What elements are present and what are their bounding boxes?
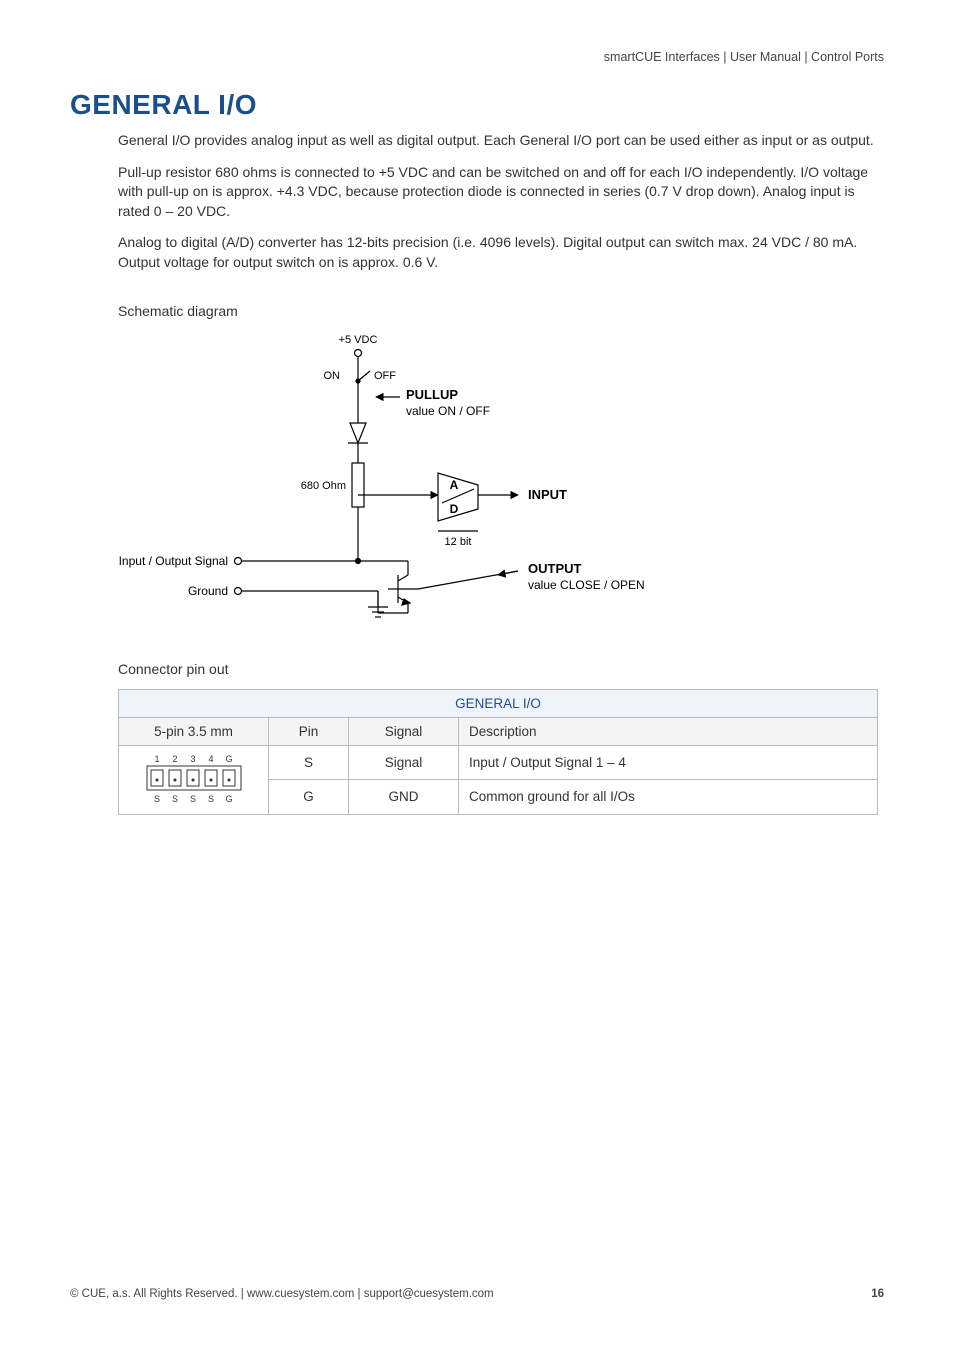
cell-pin-g: G: [269, 780, 349, 815]
label-io-signal: Input / Output Signal: [119, 554, 228, 568]
svg-text:S: S: [189, 794, 195, 804]
cell-desc-s: Input / Output Signal 1 – 4: [459, 745, 878, 780]
label-pullup: PULLUP: [406, 387, 458, 402]
svg-text:S: S: [207, 794, 213, 804]
paragraph-2: Pull-up resistor 680 ohms is connected t…: [118, 163, 884, 222]
label-off: OFF: [374, 370, 396, 382]
pinout-table: GENERAL I/O 5-pin 3.5 mm Pin Signal Desc…: [118, 689, 878, 815]
th-pin: Pin: [269, 717, 349, 745]
th-desc: Description: [459, 717, 878, 745]
cell-signal-g: GND: [349, 780, 459, 815]
table-title: GENERAL I/O: [119, 689, 878, 717]
label-output: OUTPUT: [528, 561, 582, 576]
table-row: 1 2 3 4 G S: [119, 745, 878, 780]
svg-text:2: 2: [172, 754, 177, 764]
footer-page: 16: [871, 1288, 884, 1300]
paragraph-3: Analog to digital (A/D) converter has 12…: [118, 233, 884, 272]
connector-cell: 1 2 3 4 G S: [119, 745, 269, 814]
page-footer: © CUE, a.s. All Rights Reserved. | www.c…: [70, 1288, 884, 1300]
page-title: GENERAL I/O: [70, 89, 884, 121]
label-on: ON: [324, 370, 341, 382]
label-12bit: 12 bit: [445, 536, 472, 548]
label-5vdc: +5 VDC: [339, 334, 378, 346]
breadcrumb: smartCUE Interfaces | User Manual | Cont…: [70, 50, 884, 64]
table-header-row: 5-pin 3.5 mm Pin Signal Description: [119, 717, 878, 745]
cell-pin-s: S: [269, 745, 349, 780]
svg-text:1: 1: [154, 754, 159, 764]
label-output-val: value CLOSE / OPEN: [528, 578, 645, 592]
cell-desc-g: Common ground for all I/Os: [459, 780, 878, 815]
table-title-row: GENERAL I/O: [119, 689, 878, 717]
pinout-heading: Connector pin out: [118, 661, 884, 677]
svg-text:3: 3: [190, 754, 195, 764]
svg-text:S: S: [153, 794, 159, 804]
label-input: INPUT: [528, 487, 567, 502]
label-pullup-val: value ON / OFF: [406, 404, 490, 418]
svg-text:G: G: [225, 754, 232, 764]
svg-text:S: S: [171, 794, 177, 804]
label-d: D: [450, 502, 459, 516]
footer-left: © CUE, a.s. All Rights Reserved. | www.c…: [70, 1288, 494, 1300]
schematic-heading: Schematic diagram: [118, 303, 884, 319]
th-signal: Signal: [349, 717, 459, 745]
th-connector: 5-pin 3.5 mm: [119, 717, 269, 745]
paragraph-1: General I/O provides analog input as wel…: [118, 131, 884, 151]
svg-text:G: G: [225, 794, 232, 804]
label-680ohm: 680 Ohm: [301, 480, 346, 492]
cell-signal-s: Signal: [349, 745, 459, 780]
label-ground: Ground: [188, 584, 228, 598]
label-a: A: [450, 478, 459, 492]
schematic-diagram: +5 VDC ON OFF PULLUP value ON / OFF 680 …: [118, 331, 884, 631]
svg-text:4: 4: [208, 754, 213, 764]
connector-icon: 1 2 3 4 G S: [139, 752, 249, 808]
